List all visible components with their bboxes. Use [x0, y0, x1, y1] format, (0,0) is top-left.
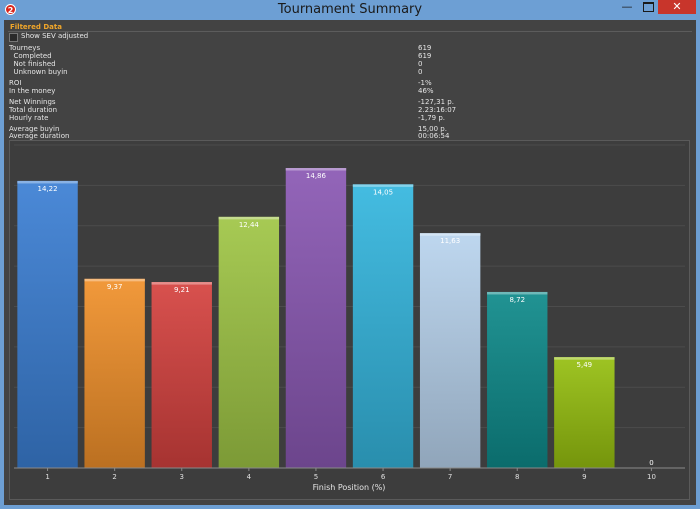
bar-position-5[interactable] [285, 168, 347, 469]
stat-value-average-buyin: 15,00 р. [418, 125, 447, 133]
x-tick-label: 3 [180, 473, 184, 481]
x-axis-title: Finish Position (%) [313, 483, 386, 492]
stat-label-not-finished: Not finished [9, 60, 56, 68]
bar-highlight [84, 278, 145, 282]
maximize-button[interactable] [638, 0, 658, 14]
x-tick-label: 1 [45, 473, 49, 481]
bar-value-label: 8,72 [509, 296, 525, 304]
app-icon: 2 [5, 4, 16, 15]
x-tick-label: 10 [647, 473, 656, 481]
bar-value-label: 11,63 [440, 237, 460, 245]
x-tick-label: 4 [247, 473, 252, 481]
title-bar[interactable]: 2 Tournament Summary — ✕ [0, 0, 700, 20]
stat-label-in-the-money: In the money [9, 87, 56, 95]
show-sev-label[interactable]: Show SEV adjusted [21, 32, 89, 40]
stat-value-completed: 619 [418, 52, 432, 60]
filtered-data-label: Filtered Data [10, 23, 62, 31]
bar-position-1[interactable] [17, 180, 78, 468]
bar-position-8[interactable] [487, 291, 548, 468]
stat-label-unknown-buyin: Unknown buyin [9, 68, 68, 76]
group-divider [8, 31, 692, 32]
stat-label-average-buyin: Average buyin [9, 125, 60, 133]
stat-label-completed: Completed [9, 52, 52, 60]
x-axis-ticks: 1 2 3 4 5 6 7 8 9 10 [45, 468, 656, 481]
finish-position-chart: 14,22 9,37 9,21 12,44 14,86 14,05 11,63 8,72 5,4… [9, 140, 690, 500]
bar-value-label: 14,05 [373, 188, 393, 196]
show-sev-checkbox[interactable] [9, 33, 18, 42]
x-tick-label: 2 [112, 473, 116, 481]
bar-position-3[interactable] [151, 282, 212, 468]
bar-position-6[interactable] [352, 184, 414, 468]
bar-position-7[interactable] [419, 233, 481, 468]
bar-position-4[interactable] [218, 216, 280, 468]
bar-value-label: 0 [649, 459, 653, 467]
x-tick-label: 6 [381, 473, 386, 481]
x-tick-label: 8 [515, 473, 519, 481]
bar-highlight [285, 168, 347, 171]
stat-value-average-duration: 00:06:54 [418, 132, 450, 140]
close-button[interactable]: ✕ [658, 0, 696, 14]
bar-highlight [17, 180, 78, 184]
x-tick-label: 9 [582, 473, 586, 481]
stat-label-total-duration: Total duration [9, 106, 58, 114]
bar-highlight [487, 291, 548, 295]
bar-chart-svg: 14,22 9,37 9,21 12,44 14,86 14,05 11,63 8,72 5,4… [14, 144, 685, 492]
x-tick-label: 7 [448, 473, 452, 481]
close-icon: ✕ [672, 0, 682, 13]
stat-value-total-duration: 2.23:16:07 [418, 106, 457, 114]
minimize-icon: — [621, 0, 633, 13]
bar-value-label: 14,22 [38, 185, 58, 193]
stat-value-hourly-rate: -1,79 р. [418, 114, 446, 122]
stat-value-unknown-buyin: 0 [418, 68, 423, 76]
minimize-button[interactable]: — [617, 0, 637, 14]
bar-highlight [352, 184, 414, 187]
stat-value-roi: -1% [418, 79, 432, 87]
chart-bars: 14,22 9,37 9,21 12,44 14,86 14,05 11,63 8,72 5,4… [17, 168, 654, 469]
bar-value-label: 9,37 [107, 283, 123, 291]
bar-highlight [151, 282, 212, 285]
bar-position-9[interactable] [554, 357, 615, 468]
stat-value-in-the-money: 46% [418, 87, 434, 95]
bar-value-label: 5,49 [577, 361, 593, 369]
maximize-icon [642, 2, 654, 12]
bar-highlight [218, 216, 280, 220]
bar-position-2[interactable] [84, 278, 145, 468]
bar-value-label: 14,86 [306, 172, 327, 180]
bar-highlight [419, 233, 481, 236]
stat-value-not-finished: 0 [418, 60, 423, 68]
stat-label-net-winnings: Net Winnings [9, 98, 56, 106]
stat-label-hourly-rate: Hourly rate [9, 114, 49, 122]
bar-value-label: 12,44 [239, 221, 260, 229]
stat-label-roi: ROI [9, 79, 22, 87]
stat-label-tourneys: Tourneys [9, 44, 41, 52]
stat-label-average-duration: Average duration [9, 132, 70, 140]
stat-value-tourneys: 619 [418, 44, 432, 52]
stat-value-net-winnings: -127,31 р. [418, 98, 454, 106]
window-title: Tournament Summary [277, 2, 423, 17]
client-area: Filtered Data Show SEV adjusted Tourneys… [4, 20, 696, 505]
x-tick-label: 5 [314, 473, 318, 481]
bar-value-label: 9,21 [174, 286, 190, 294]
bar-highlight [554, 357, 615, 360]
